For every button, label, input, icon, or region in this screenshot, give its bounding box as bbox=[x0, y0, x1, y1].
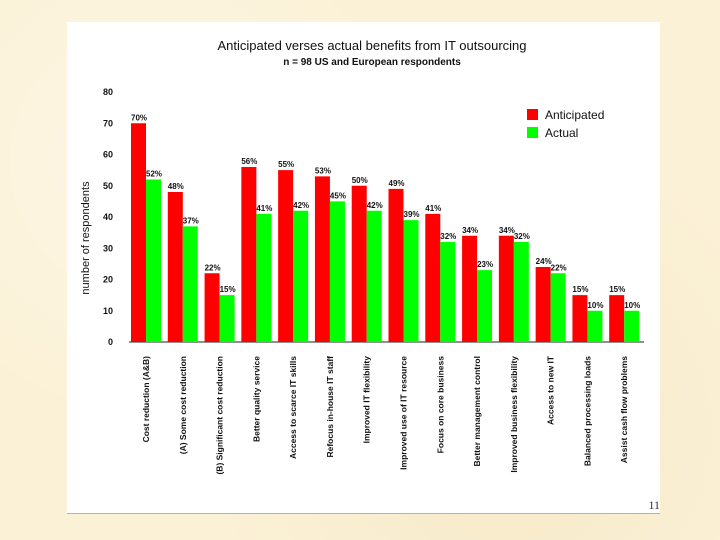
data-label-actual: 22% bbox=[551, 263, 567, 272]
bar-actual bbox=[219, 295, 235, 342]
bar-chart: Anticipated verses actual benefits from … bbox=[80, 38, 644, 475]
data-label-anticipated: 24% bbox=[536, 257, 552, 266]
category-label: Improved use of IT resource bbox=[399, 356, 409, 470]
bar-actual bbox=[256, 213, 272, 342]
y-tick-label: 60 bbox=[103, 150, 113, 160]
data-label-actual: 23% bbox=[477, 260, 493, 269]
data-label-actual: 10% bbox=[624, 301, 640, 310]
bar-actual bbox=[513, 242, 529, 342]
category-label: Access to scarce IT skills bbox=[288, 356, 298, 459]
bar-anticipated bbox=[609, 295, 625, 342]
legend: Anticipated Actual bbox=[527, 108, 604, 140]
data-label-anticipated: 50% bbox=[352, 176, 368, 185]
chart-subtitle: n = 98 US and European respondents bbox=[283, 57, 461, 68]
bar-anticipated bbox=[131, 123, 146, 342]
y-axis-ticks: 0 10 20 30 40 50 60 70 80 bbox=[103, 87, 113, 347]
category-label: Access to new IT bbox=[546, 355, 556, 425]
bar-anticipated bbox=[241, 167, 257, 342]
category-label: Focus on core business bbox=[435, 356, 445, 454]
data-label-anticipated: 15% bbox=[572, 285, 588, 294]
y-tick-label: 80 bbox=[103, 87, 113, 97]
category-label: Better quality service bbox=[251, 356, 261, 442]
data-labels: 70% 52% 48% 37% 22% 15% 56% 41% 55% 42% 53% 45% 50% 4… bbox=[131, 113, 640, 310]
page-number: 11 bbox=[648, 498, 660, 512]
category-label: Balanced processing loads bbox=[582, 356, 592, 466]
data-label-actual: 32% bbox=[440, 232, 456, 241]
bar-actual bbox=[550, 273, 566, 342]
bar-anticipated bbox=[498, 235, 514, 342]
bar-actual bbox=[403, 220, 419, 342]
category-label: Improved IT flexibility bbox=[362, 356, 372, 444]
category-label: Better management control bbox=[472, 356, 482, 467]
data-label-actual: 42% bbox=[293, 201, 309, 210]
bar-actual bbox=[624, 310, 640, 342]
chart-panel: Anticipated verses actual benefits from … bbox=[67, 22, 660, 513]
bars bbox=[131, 123, 640, 342]
bar-anticipated bbox=[535, 267, 551, 342]
data-label-actual: 52% bbox=[146, 170, 162, 179]
data-label-actual: 41% bbox=[256, 204, 272, 213]
category-label: Refocus in-house IT staff bbox=[325, 356, 335, 458]
bar-actual bbox=[587, 310, 603, 342]
data-label-actual: 37% bbox=[183, 216, 199, 225]
data-label-anticipated: 34% bbox=[499, 226, 515, 235]
legend-swatch-anticipated bbox=[527, 109, 538, 120]
y-tick-label: 50 bbox=[103, 181, 113, 191]
slide-bottom-rule bbox=[67, 513, 660, 514]
bar-anticipated bbox=[425, 213, 441, 342]
legend-label-anticipated: Anticipated bbox=[545, 108, 604, 122]
bar-anticipated bbox=[167, 192, 183, 342]
bar-actual bbox=[477, 270, 493, 342]
data-label-actual: 39% bbox=[404, 210, 420, 219]
bar-actual bbox=[440, 242, 456, 342]
y-tick-label: 10 bbox=[103, 306, 113, 316]
category-label: (A) Some cost reduction bbox=[178, 356, 188, 454]
category-label: (B) Significant cost reduction bbox=[215, 356, 225, 475]
data-label-anticipated: 56% bbox=[241, 157, 257, 166]
bar-anticipated bbox=[278, 170, 294, 342]
legend-label-actual: Actual bbox=[545, 126, 578, 140]
bar-actual bbox=[146, 179, 161, 342]
bar-anticipated bbox=[351, 185, 367, 342]
data-label-actual: 10% bbox=[587, 301, 603, 310]
data-label-actual: 45% bbox=[330, 191, 346, 200]
data-label-anticipated: 49% bbox=[389, 179, 405, 188]
bar-actual bbox=[366, 210, 382, 342]
y-tick-label: 40 bbox=[103, 212, 113, 222]
data-label-anticipated: 48% bbox=[168, 182, 184, 191]
data-label-anticipated: 15% bbox=[609, 285, 625, 294]
y-tick-label: 20 bbox=[103, 275, 113, 285]
bar-anticipated bbox=[314, 176, 330, 342]
y-tick-label: 0 bbox=[108, 337, 113, 347]
bar-anticipated bbox=[204, 273, 220, 342]
y-tick-label: 30 bbox=[103, 243, 113, 253]
y-axis-label: number of respondents bbox=[80, 181, 92, 295]
data-label-actual: 15% bbox=[220, 285, 236, 294]
category-label: Cost reduction (A&B) bbox=[141, 356, 151, 443]
bar-actual bbox=[329, 201, 345, 342]
legend-swatch-actual bbox=[527, 127, 538, 138]
chart-title: Anticipated verses actual benefits from … bbox=[217, 38, 526, 53]
category-labels: Cost reduction (A&B) (A) Some cost reduct… bbox=[141, 355, 629, 474]
data-label-anticipated: 70% bbox=[131, 113, 147, 122]
data-label-anticipated: 22% bbox=[205, 263, 221, 272]
data-label-anticipated: 41% bbox=[425, 204, 441, 213]
y-tick-label: 70 bbox=[103, 118, 113, 128]
category-label: Assist cash flow problems bbox=[619, 356, 629, 463]
bar-actual bbox=[182, 226, 198, 342]
data-label-actual: 42% bbox=[367, 201, 383, 210]
data-label-actual: 32% bbox=[514, 232, 530, 241]
data-label-anticipated: 55% bbox=[278, 160, 294, 169]
data-label-anticipated: 34% bbox=[462, 226, 478, 235]
bar-actual bbox=[293, 210, 309, 342]
bar-anticipated bbox=[388, 188, 404, 342]
bar-anticipated bbox=[572, 295, 588, 342]
category-label: Improved business flexibility bbox=[509, 356, 519, 473]
bar-anticipated bbox=[462, 235, 478, 342]
data-label-anticipated: 53% bbox=[315, 166, 331, 175]
